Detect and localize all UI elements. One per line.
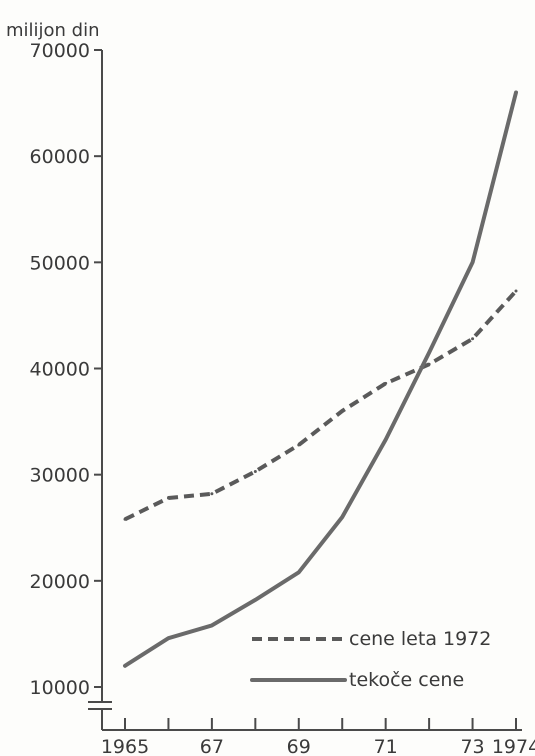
x-tick-label: 71 [374, 736, 398, 756]
data-point [341, 516, 344, 519]
data-point [210, 624, 213, 627]
data-point [384, 438, 387, 441]
series-lines [124, 91, 518, 667]
y-ticks: 10000 20000 30000 40000 50000 60000 70000 [30, 40, 102, 699]
x-tick-label: 73 [460, 736, 484, 756]
data-point [124, 518, 127, 521]
y-tick-label: 60000 [30, 146, 90, 168]
y-tick-label: 50000 [30, 252, 90, 274]
data-point [428, 351, 431, 354]
data-point [515, 289, 518, 292]
data-point [167, 637, 170, 640]
y-tick-label: 40000 [30, 359, 90, 381]
data-point [471, 261, 474, 264]
data-point [167, 497, 170, 500]
legend-label-0: cene leta 1972 [349, 628, 491, 650]
x-ticks: 1965 67 69 71 73 1974 [101, 718, 535, 756]
data-point [384, 382, 387, 385]
data-point [428, 363, 431, 366]
y-tick-label: 70000 [30, 40, 90, 62]
y-tick-label: 20000 [30, 571, 90, 593]
x-tick-label: 1974 [492, 736, 535, 756]
data-point [254, 598, 257, 601]
y-axis-unit-label: milijon din [6, 20, 100, 41]
x-tick-label: 1965 [101, 736, 149, 756]
data-point [471, 337, 474, 340]
data-point [297, 571, 300, 574]
series-line-1 [125, 93, 516, 666]
x-tick-label: 67 [200, 736, 224, 756]
data-point [210, 492, 213, 495]
data-point [254, 470, 257, 473]
data-point [341, 409, 344, 412]
data-point [515, 91, 518, 94]
data-point [297, 443, 300, 446]
legend-label-1: tekoče cene [349, 669, 464, 691]
y-tick-label: 30000 [30, 465, 90, 487]
y-tick-label: 10000 [30, 677, 90, 699]
legend: cene leta 1972 tekoče cene [252, 628, 491, 691]
data-point [124, 664, 127, 667]
series-line-0 [125, 291, 516, 519]
x-tick-label: 69 [287, 736, 311, 756]
